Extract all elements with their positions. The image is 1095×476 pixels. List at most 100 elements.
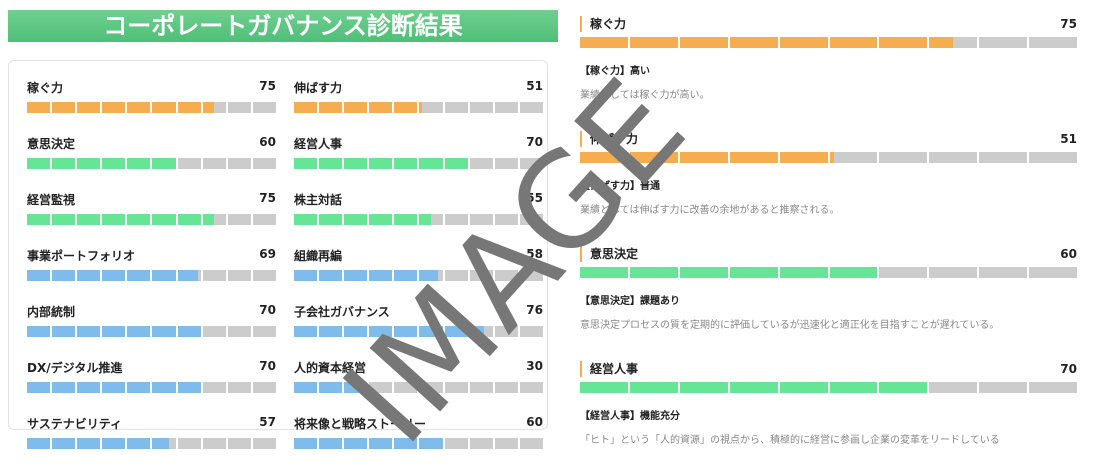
bar-segment	[27, 214, 51, 225]
bar-segment	[369, 158, 393, 169]
bar-segment	[319, 382, 343, 393]
bar-segment	[52, 214, 76, 225]
bar-segment	[394, 214, 418, 225]
bar-segment	[177, 270, 201, 281]
score-bar	[294, 214, 543, 225]
bar-segment	[929, 37, 978, 48]
score-value: 75	[259, 191, 276, 205]
bar-segment	[294, 102, 318, 113]
score-value: 76	[526, 303, 543, 317]
bar-segment	[319, 158, 343, 169]
bar-segment	[227, 270, 251, 281]
bar-segment	[102, 270, 126, 281]
bar-segment	[177, 214, 201, 225]
bar-segment	[102, 382, 126, 393]
bar-segment	[177, 326, 201, 337]
bar-segment	[52, 102, 76, 113]
bar-segment	[1029, 37, 1078, 48]
score-value: 51	[526, 79, 543, 93]
bar-segment	[419, 102, 443, 113]
bar-segment	[344, 214, 368, 225]
bar-segment	[102, 102, 126, 113]
bar-segment	[227, 382, 251, 393]
bar-segment	[77, 102, 101, 113]
score-item: 子会社ガバナンス 76	[294, 303, 543, 337]
bar-segment	[929, 152, 978, 163]
bar-segment	[679, 382, 728, 393]
bar-segment	[494, 214, 518, 225]
bar-segment	[294, 214, 318, 225]
score-label: 事業ポートフォリオ	[27, 249, 136, 263]
bar-segment	[319, 326, 343, 337]
score-bar	[580, 267, 1078, 278]
bar-segment	[629, 267, 678, 278]
bar-segment	[494, 270, 518, 281]
bar-segment	[519, 158, 543, 169]
bar-segment	[469, 102, 493, 113]
bar-segment	[102, 214, 126, 225]
score-label: 内部統制	[27, 305, 76, 319]
bar-segment	[879, 152, 928, 163]
bar-segment	[469, 158, 493, 169]
bar-segment	[202, 214, 226, 225]
bar-segment	[979, 152, 1028, 163]
score-value: 75	[259, 79, 276, 93]
bar-segment	[152, 270, 176, 281]
bar-segment	[829, 382, 878, 393]
bar-segment	[519, 382, 543, 393]
bar-segment	[52, 326, 76, 337]
bar-segment	[469, 270, 493, 281]
bar-segment	[519, 270, 543, 281]
detail-section: 稼ぐ力 75 【稼ぐ力】高い 業績としては稼ぐ力が高い。	[580, 16, 1078, 131]
bar-segment	[52, 270, 76, 281]
bar-segment	[394, 102, 418, 113]
score-item: 稼ぐ力 75	[27, 79, 276, 113]
score-item: 内部統制 70	[27, 303, 276, 337]
score-item: 組織再編 58	[294, 247, 543, 281]
score-bar	[294, 102, 543, 113]
detail-description: 意思決定プロセスの質を定期的に評価しているが迅速化と適正化を目指すことが遅れてい…	[580, 320, 1000, 331]
bar-segment	[294, 158, 318, 169]
bar-segment	[102, 158, 126, 169]
bar-segment	[679, 152, 728, 163]
score-bar	[294, 326, 543, 337]
bar-segment	[202, 326, 226, 337]
detail-description: 業績としては伸ばす力に改善の余地があると推察される。	[580, 205, 840, 216]
bar-segment	[444, 102, 468, 113]
bar-segment	[27, 270, 51, 281]
score-value: 69	[259, 247, 276, 261]
bar-segment	[27, 102, 51, 113]
bar-segment	[1029, 382, 1078, 393]
bar-segment	[679, 37, 728, 48]
bar-segment	[879, 382, 928, 393]
bar-segment	[444, 158, 468, 169]
bar-segment	[77, 158, 101, 169]
score-label: 組織再編	[294, 249, 343, 263]
bar-segment	[252, 158, 276, 169]
score-bar	[294, 382, 543, 393]
bar-segment	[77, 326, 101, 337]
score-value: 57	[259, 415, 276, 429]
bar-segment	[127, 270, 151, 281]
bar-segment	[729, 267, 778, 278]
bar-segment	[177, 102, 201, 113]
bar-segment	[227, 214, 251, 225]
bar-segment	[419, 326, 443, 337]
bar-segment	[829, 152, 878, 163]
bar-segment	[202, 270, 226, 281]
bar-segment	[629, 37, 678, 48]
bar-segment	[879, 267, 928, 278]
bar-segment	[729, 152, 778, 163]
bar-segment	[394, 270, 418, 281]
score-label: 人的資本経営	[294, 361, 367, 375]
bar-segment	[729, 37, 778, 48]
bar-segment	[419, 382, 443, 393]
bar-segment	[629, 152, 678, 163]
bar-segment	[419, 270, 443, 281]
score-item: 株主対話 55	[294, 191, 543, 225]
score-bar	[580, 152, 1078, 163]
bar-segment	[152, 382, 176, 393]
detail-label: 稼ぐ力	[590, 17, 627, 31]
bar-segment	[252, 270, 276, 281]
bar-segment	[494, 326, 518, 337]
